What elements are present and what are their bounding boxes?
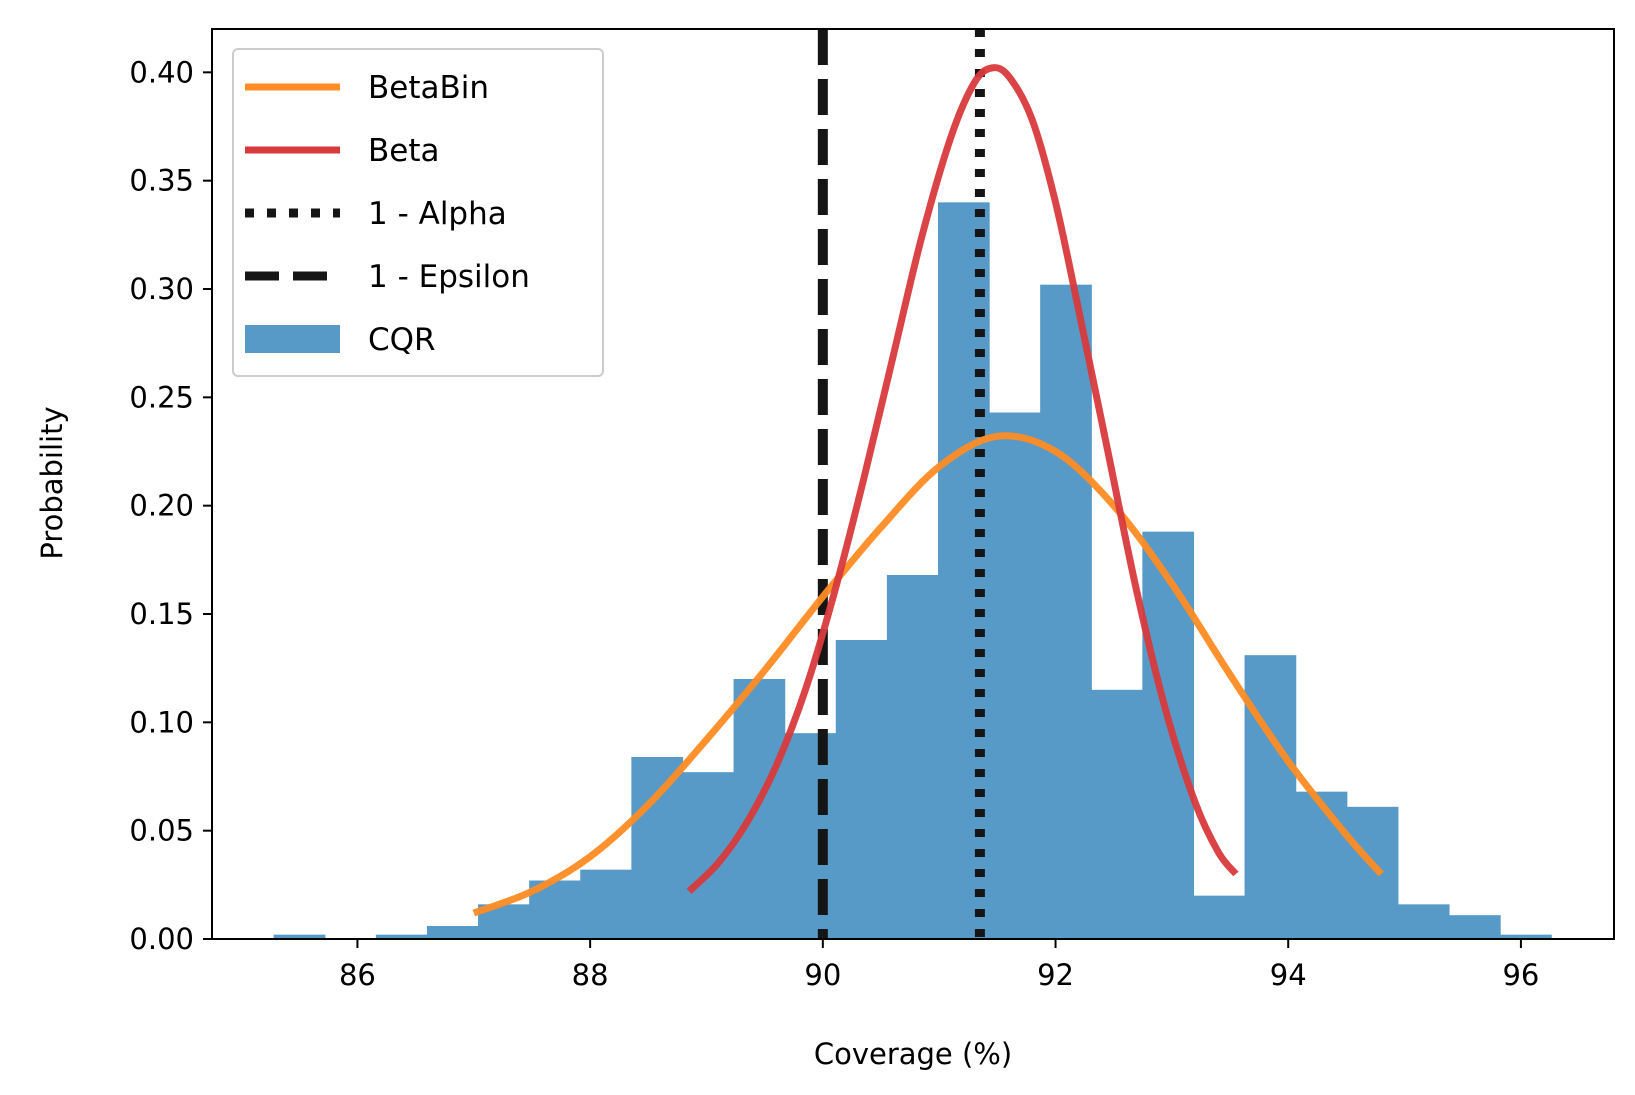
x-axis-ticks: 86 88 90 92 94 96 <box>339 939 1539 992</box>
legend-box <box>232 48 604 377</box>
curve-lines <box>472 64 1384 917</box>
legend: BetaBin Beta 1 - Alpha 1 - Epsilon CQR <box>232 48 604 377</box>
y-axis-ticks: 0.00 0.05 0.10 0.15 0.20 0.25 0.30 0.35 0.40 <box>129 55 212 956</box>
y-tick-label: 0.30 <box>129 272 194 306</box>
y-tick-label: 0.05 <box>129 814 194 848</box>
histogram-bar <box>580 869 632 939</box>
histogram-bar <box>375 934 428 939</box>
series-line-beta <box>686 64 1239 894</box>
histogram-bar <box>426 926 479 939</box>
y-tick-label: 0.25 <box>129 380 194 414</box>
x-tick-label: 94 <box>1270 958 1307 992</box>
histogram-bar <box>784 733 837 939</box>
x-tick-label: 96 <box>1502 958 1539 992</box>
legend-swatch-patch <box>245 325 340 353</box>
y-tick-label: 0.40 <box>129 55 194 89</box>
histogram-bars <box>273 202 1552 940</box>
histogram-bar <box>1142 531 1195 939</box>
x-tick-label: 88 <box>572 958 609 992</box>
series-line-betabin <box>472 432 1384 917</box>
y-tick-label: 0.10 <box>129 705 194 739</box>
histogram-bar <box>1500 934 1552 939</box>
y-tick-label: 0.35 <box>129 164 194 198</box>
y-tick-label: 0.00 <box>129 922 194 956</box>
histogram-bar <box>886 575 939 939</box>
plot-frame <box>211 28 1615 940</box>
histogram-bar <box>631 757 684 939</box>
histogram-bar <box>1295 791 1348 939</box>
histogram-bar <box>273 934 326 939</box>
histogram-bar <box>1448 915 1501 939</box>
histogram-bar <box>989 412 1041 939</box>
legend-label: 1 - Alpha <box>368 196 507 232</box>
histogram-bar <box>1091 689 1143 939</box>
legend-label: Beta <box>368 133 440 169</box>
legend-label: 1 - Epsilon <box>368 259 530 295</box>
x-tick-label: 92 <box>1037 958 1074 992</box>
x-axis-title: Coverage (%) <box>814 1037 1012 1071</box>
reference-lines <box>817 29 985 939</box>
histogram-bar <box>1397 904 1450 939</box>
histogram-bar <box>835 640 888 939</box>
y-tick-label: 0.20 <box>129 489 194 523</box>
histogram-bar <box>1193 895 1246 939</box>
histogram-bar <box>1244 655 1297 939</box>
x-tick-label: 90 <box>804 958 841 992</box>
y-tick-label: 0.15 <box>129 597 194 631</box>
histogram-bar <box>1346 806 1399 939</box>
legend-label: BetaBin <box>368 70 489 106</box>
y-axis-title: Probability <box>35 406 69 559</box>
legend-label: CQR <box>368 322 436 358</box>
histogram-bar <box>1040 284 1092 940</box>
x-tick-label: 86 <box>339 958 376 992</box>
histogram-bar <box>733 679 786 939</box>
